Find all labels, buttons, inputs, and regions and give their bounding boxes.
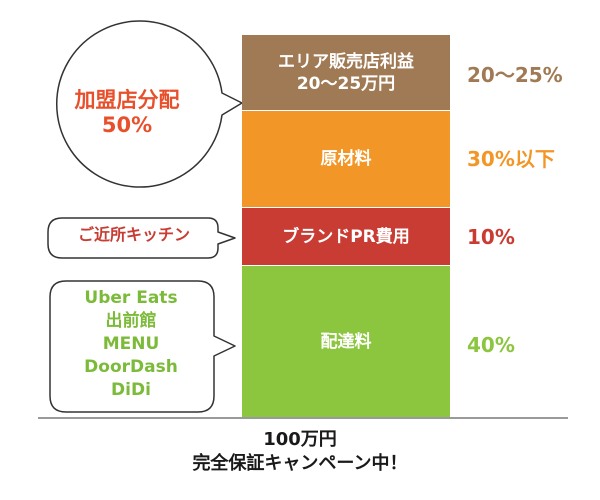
campaign-text: 完全保証キャンペーン中！ — [192, 453, 408, 474]
platforms-callout-bubble — [49, 280, 236, 413]
area-profit-percent: 20～25% — [467, 63, 563, 87]
brand-pr-percent: 10% — [467, 225, 515, 249]
delivery-fee-segment: 配達料 — [242, 266, 450, 417]
baseline — [38, 417, 568, 419]
delivery-fee-percent: 40% — [467, 333, 515, 357]
material-segment: 原材料 — [242, 111, 450, 208]
area-profit-segment: エリア販売店利益 20～25万円 — [242, 35, 450, 111]
material-percent: 30%以下 — [467, 147, 555, 171]
brand-pr-label: ブランドPR費用 — [282, 226, 410, 247]
kitchen-callout-bubble — [47, 217, 236, 259]
material-label: 原材料 — [320, 149, 372, 169]
franchise-share-label: 加盟店分配 50% — [74, 88, 180, 137]
delivery-fee-label: 配達料 — [320, 331, 372, 352]
delivery-platforms-list: Uber Eats 出前館 MENU DoorDash DiDi — [84, 288, 178, 400]
brand-pr-segment: ブランドPR費用 — [242, 208, 450, 266]
guarantee-amount: 100万円 — [263, 429, 337, 450]
neighborhood-kitchen-label: ご近所キッチン — [77, 225, 190, 244]
area-profit-label: エリア販売店利益 20～25万円 — [278, 51, 414, 94]
franchise-callout-bubble — [55, 20, 243, 188]
